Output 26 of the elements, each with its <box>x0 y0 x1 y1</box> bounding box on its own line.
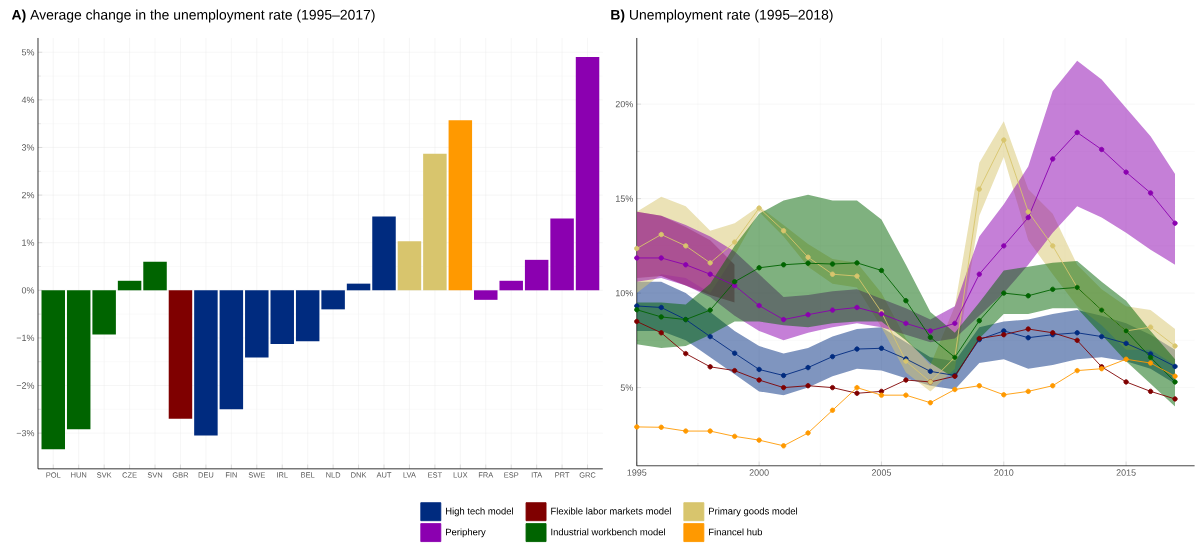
y-tick-label: 15% <box>616 195 633 202</box>
legend-label: Industrial workbench model <box>551 528 665 536</box>
y-tick-label: 20% <box>615 100 633 108</box>
y-tick-label: −1% <box>16 334 35 342</box>
chart-title: A) Average change in the unemployment rate (1995–2017) <box>11 9 375 23</box>
x-tick-label: 1995 <box>627 469 647 476</box>
legend-label: Periphery <box>446 528 486 538</box>
y-tick-label: 0% <box>21 287 35 294</box>
y-tick-label: 1% <box>22 239 35 246</box>
x-tick-label: 2005 <box>871 469 892 476</box>
y-tick-label: 5% <box>620 384 633 391</box>
x-tick-label: 2015 <box>1116 469 1136 476</box>
legend-label: Primary goods model <box>709 507 798 517</box>
y-tick-label: 2% <box>21 191 35 199</box>
y-tick-label: −3% <box>16 429 35 437</box>
y-tick-label: 3% <box>21 144 35 151</box>
y-tick-label: −2% <box>16 382 35 389</box>
legend-label: Financel hub <box>709 528 763 536</box>
legend-label: High tech model <box>446 507 513 517</box>
y-tick-label: 5% <box>21 49 35 56</box>
x-tick-label: 2010 <box>994 469 1014 476</box>
chart-title: B) Unemployment rate (1995–2018) <box>611 9 833 23</box>
y-tick-label: 4% <box>21 96 35 103</box>
x-tick-label: 2000 <box>749 469 769 476</box>
y-tick-label: 10% <box>616 289 633 297</box>
legend-label: Flexible labor markets model <box>551 507 671 515</box>
